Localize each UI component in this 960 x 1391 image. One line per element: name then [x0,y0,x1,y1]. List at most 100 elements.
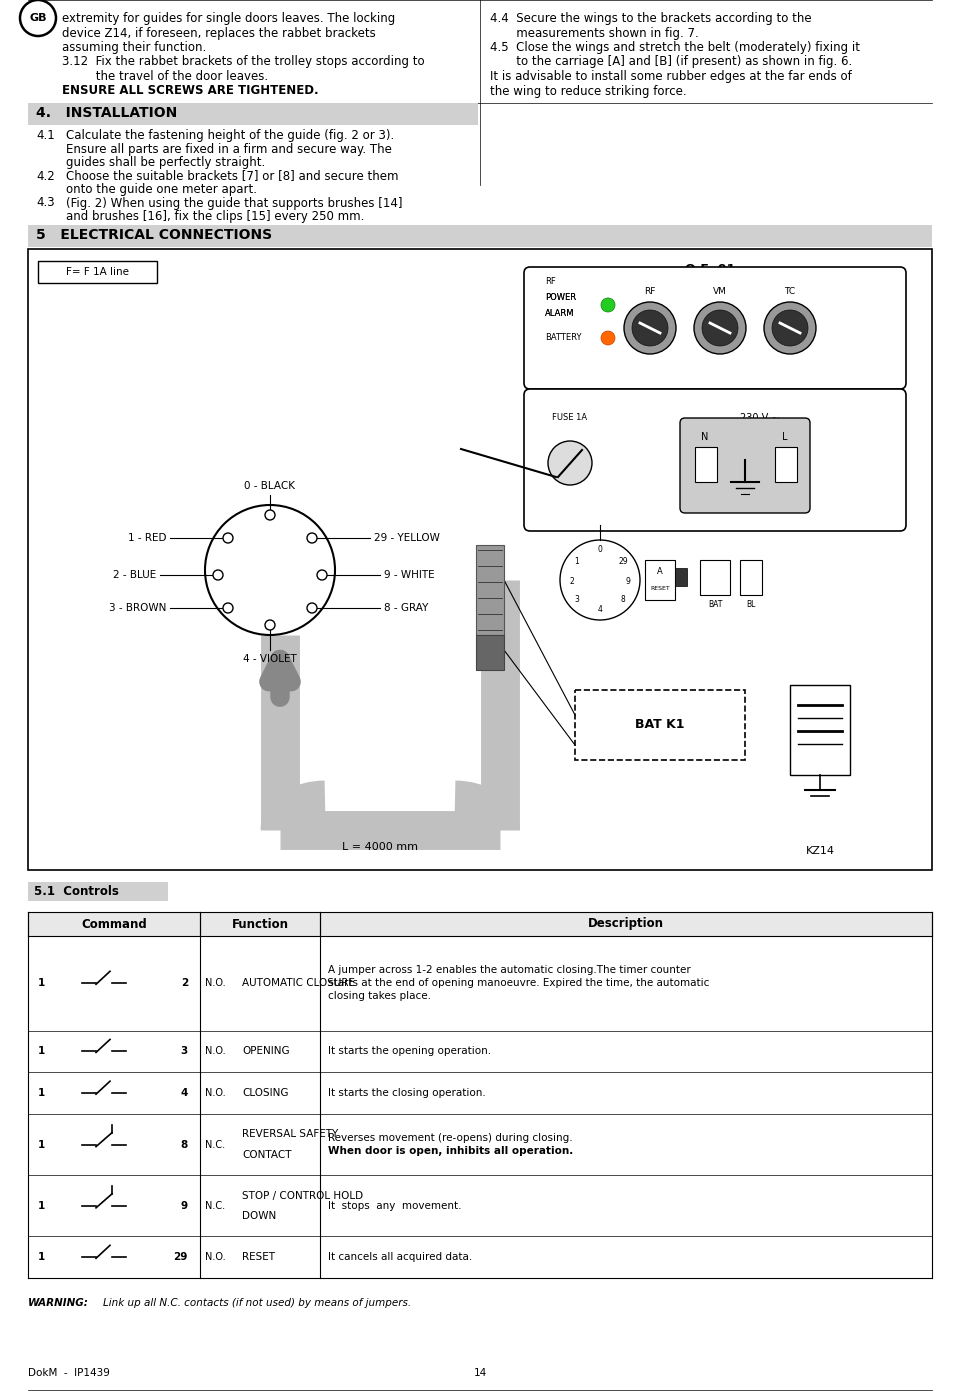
Text: 4.   INSTALLATION: 4. INSTALLATION [36,106,178,120]
Text: When door is open, inhibits all operation.: When door is open, inhibits all operatio… [328,1146,573,1156]
Text: 3: 3 [180,1046,188,1056]
Circle shape [632,310,668,346]
Text: F= F 1A line: F= F 1A line [65,267,129,277]
Circle shape [694,302,746,353]
Text: 8: 8 [620,595,625,605]
Text: BL: BL [746,600,756,609]
Text: 1: 1 [38,1046,45,1056]
Text: 1: 1 [38,1252,45,1262]
Text: It starts the opening operation.: It starts the opening operation. [328,1046,492,1056]
Circle shape [560,540,640,620]
Bar [28,249,932,869]
Text: (Fig. 2) When using the guide that supports brushes [14]: (Fig. 2) When using the guide that suppo… [66,196,402,210]
Text: KZ14: KZ14 [805,846,834,855]
Text: Function: Function [231,918,289,931]
Text: 0: 0 [597,545,603,555]
Text: 3.12  Fix the rabbet brackets of the trolley stops according to: 3.12 Fix the rabbet brackets of the trol… [62,56,424,68]
Text: BAT: BAT [708,600,722,609]
Circle shape [317,570,327,580]
Text: 3 - BROWN: 3 - BROWN [108,604,166,613]
Text: It is advisable to install some rubber edges at the far ends of: It is advisable to install some rubber e… [490,70,852,83]
Bar [740,561,762,595]
Text: N.O.: N.O. [205,1252,226,1262]
Circle shape [702,310,738,346]
Text: Choose the suitable brackets [7] or [8] and secure them: Choose the suitable brackets [7] or [8] … [66,170,398,182]
Bar [476,636,504,670]
Text: BAT K1: BAT K1 [636,719,684,732]
Text: CLOSING: CLOSING [242,1088,289,1097]
Text: assuming their function.: assuming their function. [62,40,206,54]
Text: L = 4000 mm: L = 4000 mm [342,842,418,853]
Text: 29: 29 [174,1252,188,1262]
Bar [28,912,932,936]
Text: 8 - GRAY: 8 - GRAY [384,604,428,613]
Text: POWER: POWER [545,294,576,302]
Bar [28,103,478,125]
Text: 2: 2 [569,577,574,587]
Text: RESET: RESET [650,586,670,591]
Text: onto the guide one meter apart.: onto the guide one meter apart. [66,184,257,196]
Text: 4.3: 4.3 [36,196,55,210]
FancyBboxPatch shape [524,267,906,389]
Text: device Z14, if foreseen, replaces the rabbet brackets: device Z14, if foreseen, replaces the ra… [62,26,375,39]
Circle shape [223,533,233,542]
Bar [645,561,675,600]
Text: ALARM: ALARM [545,309,574,317]
Text: 1: 1 [38,1088,45,1097]
Text: 9: 9 [180,1200,188,1210]
Text: to the carriage [A] and [B] (if present) as shown in fig. 6.: to the carriage [A] and [B] (if present)… [490,56,852,68]
Text: 1 - RED: 1 - RED [128,533,166,542]
Text: extremity for guides for single doors leaves. The locking: extremity for guides for single doors le… [62,13,396,25]
Text: measurements shown in fig. 7.: measurements shown in fig. 7. [490,26,699,39]
Text: OPENING: OPENING [242,1046,290,1056]
Text: Command: Command [82,918,147,931]
Text: Link up all N.C. contacts (if not used) by means of jumpers.: Link up all N.C. contacts (if not used) … [103,1298,411,1308]
Text: N.O.: N.O. [205,1088,226,1097]
Text: 230 V ∼: 230 V ∼ [740,413,780,423]
Bar [28,225,932,248]
Circle shape [764,302,816,353]
Circle shape [548,441,592,485]
Text: 4: 4 [597,605,603,615]
Text: FUSE 1A: FUSE 1A [552,413,588,421]
Text: It cancels all acquired data.: It cancels all acquired data. [328,1252,472,1262]
Circle shape [601,298,615,312]
Text: RESET: RESET [242,1252,275,1262]
Text: 29: 29 [618,558,628,566]
Text: 1: 1 [38,978,45,988]
Bar [775,447,797,483]
Text: RF: RF [545,277,556,285]
Text: 4: 4 [180,1088,188,1097]
Text: starts at the end of opening manoeuvre. Expired the time, the automatic: starts at the end of opening manoeuvre. … [328,978,709,988]
Text: POWER: POWER [545,294,576,302]
Circle shape [265,620,275,630]
Text: DokM  -  IP1439: DokM - IP1439 [28,1367,109,1378]
Text: VM: VM [713,287,727,295]
Text: Q.E. 91: Q.E. 91 [684,263,735,275]
Circle shape [772,310,808,346]
Text: DOWN: DOWN [242,1212,276,1221]
Text: ENSURE ALL SCREWS ARE TIGHTENED.: ENSURE ALL SCREWS ARE TIGHTENED. [62,85,319,97]
Text: 1: 1 [575,558,580,566]
Text: 4 - VIOLET: 4 - VIOLET [243,654,297,664]
Circle shape [265,510,275,520]
Circle shape [213,570,223,580]
Text: 8: 8 [180,1139,188,1149]
Bar [700,561,730,595]
Text: 5   ELECTRICAL CONNECTIONS: 5 ELECTRICAL CONNECTIONS [36,228,272,242]
Text: 4.1: 4.1 [36,129,55,142]
Text: L: L [782,433,788,442]
Text: 3: 3 [575,595,580,605]
Text: N.O.: N.O. [205,1046,226,1056]
Text: N.C.: N.C. [205,1200,226,1210]
Bar [476,545,504,636]
Text: and brushes [16], fix the clips [15] every 250 mm.: and brushes [16], fix the clips [15] eve… [66,210,365,223]
Text: A jumper across 1-2 enables the automatic closing.The timer counter: A jumper across 1-2 enables the automati… [328,965,691,975]
Text: A: A [658,568,662,576]
FancyBboxPatch shape [524,389,906,531]
Text: N.C.: N.C. [205,1139,226,1149]
Text: 9 - WHITE: 9 - WHITE [384,570,435,580]
FancyBboxPatch shape [680,419,810,513]
Text: 1: 1 [38,1200,45,1210]
Circle shape [601,331,615,345]
